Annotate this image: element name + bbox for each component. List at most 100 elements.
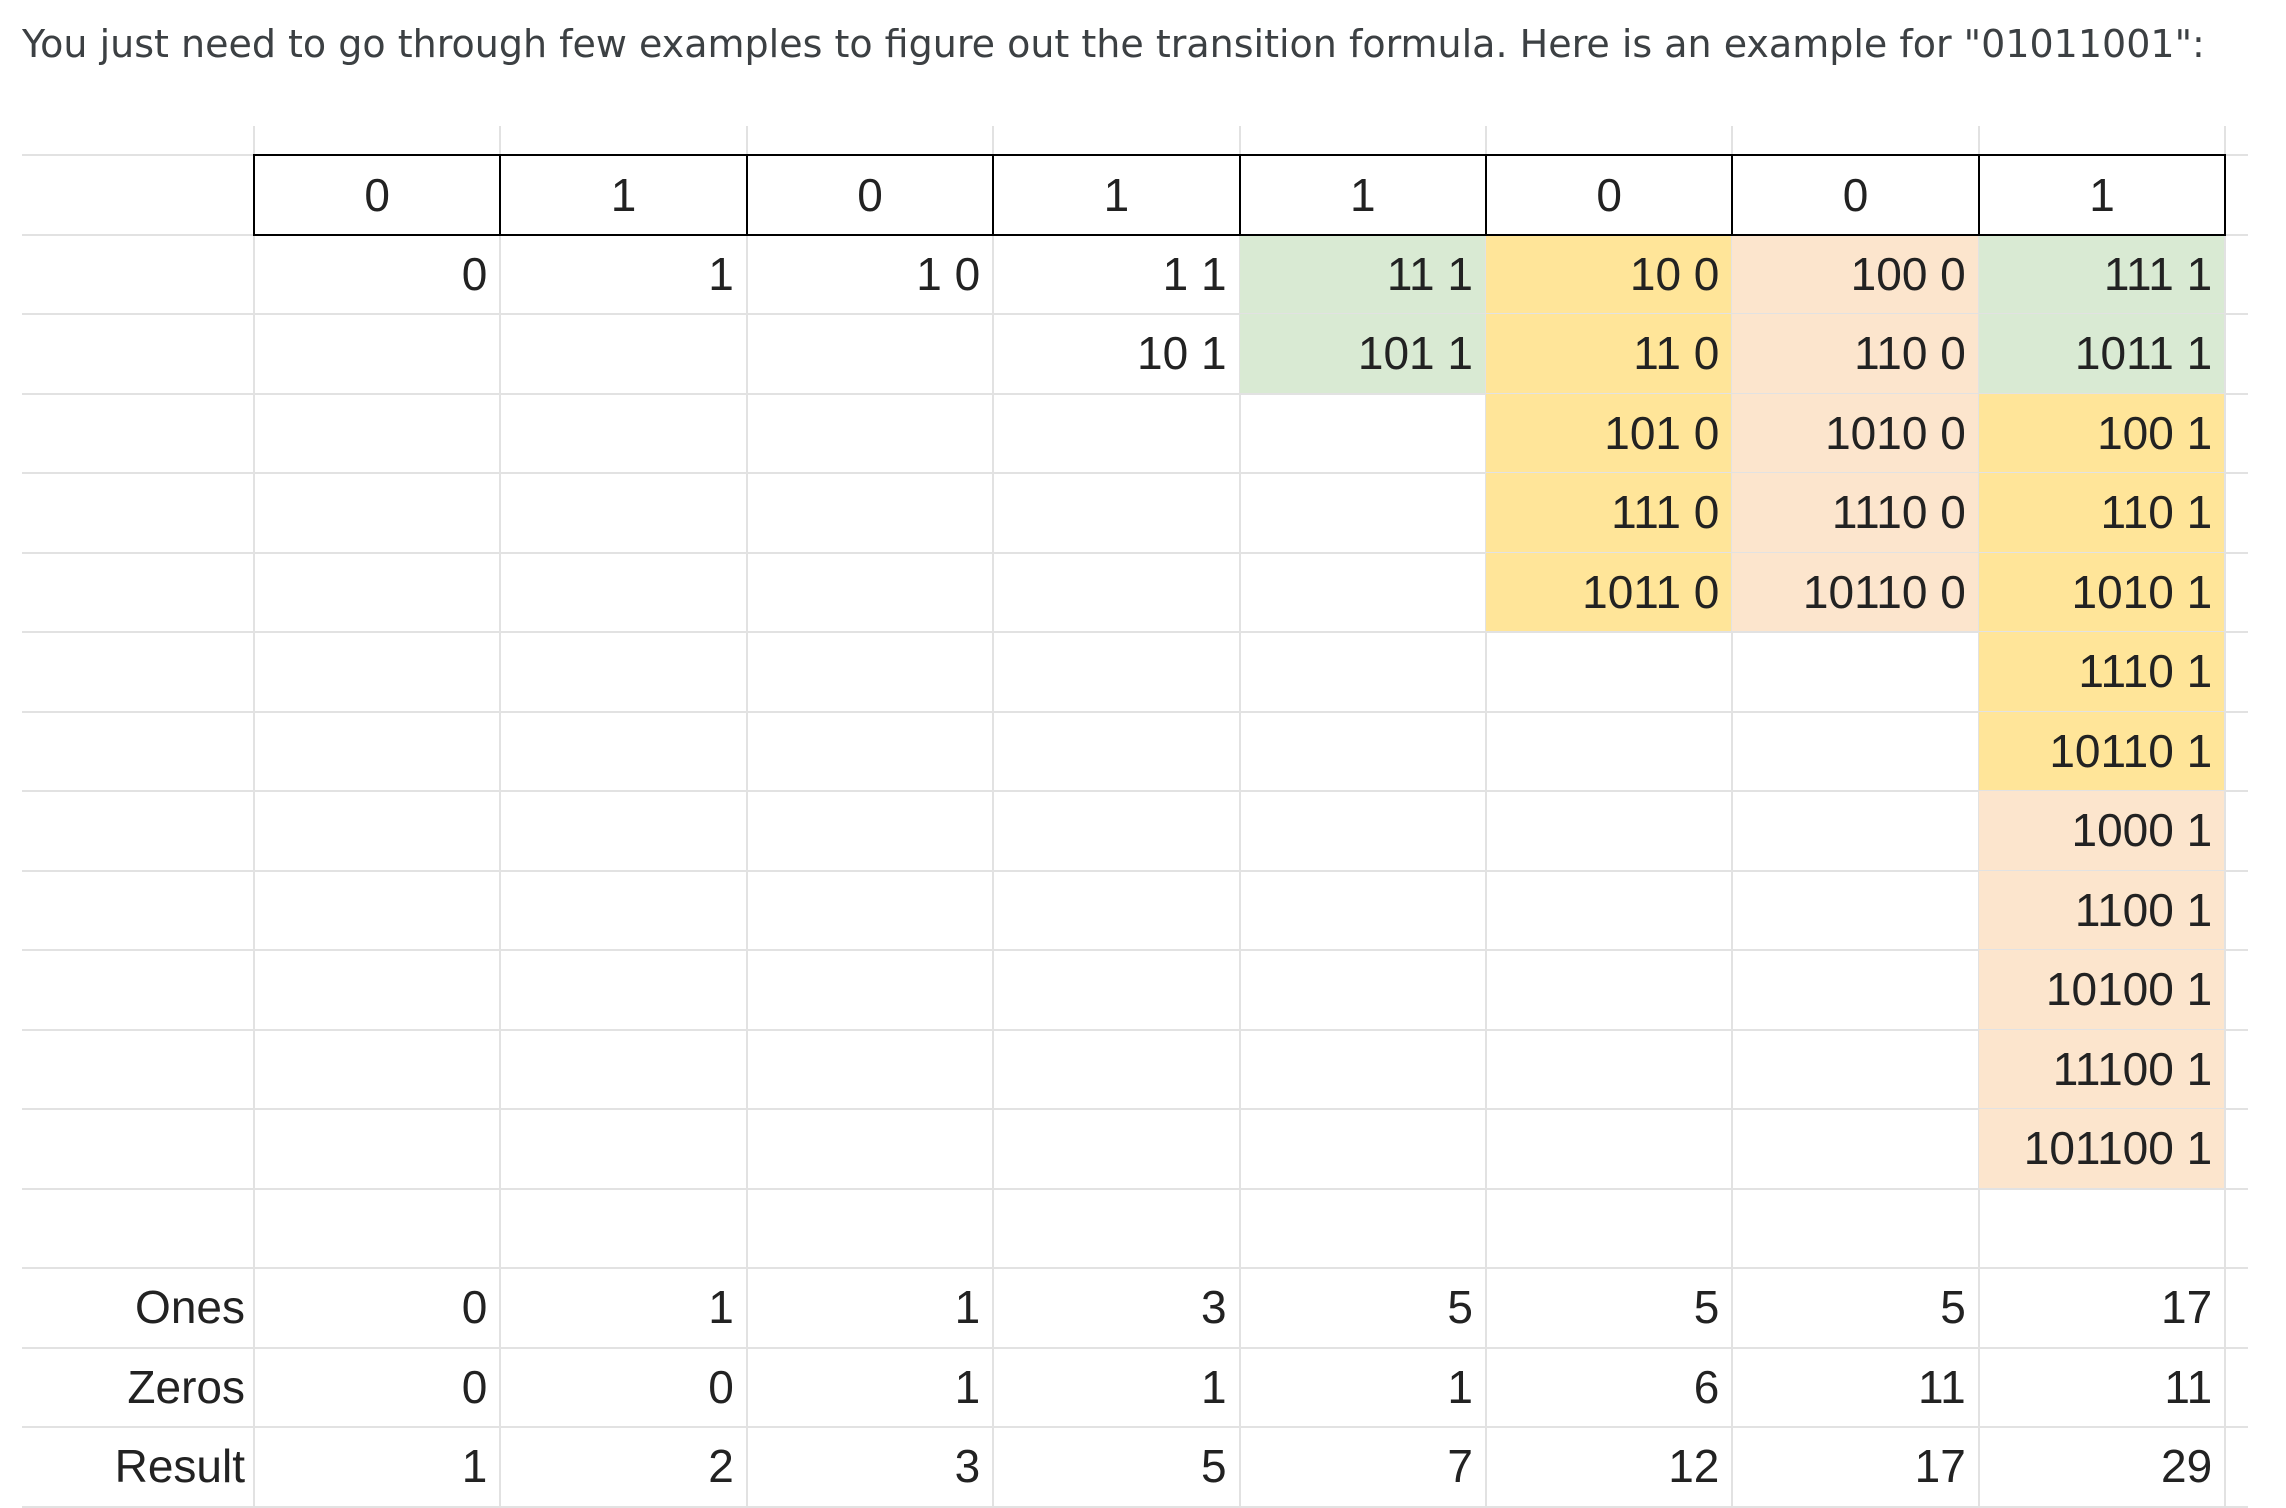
header-bit-cell: 0 (1731, 154, 1980, 236)
grid-line-vertical (992, 126, 995, 1506)
state-cell: 1110 0 (1831, 486, 1966, 539)
summary-value-ones: 1 (954, 1281, 981, 1334)
cell-fill-yellow (1978, 473, 2225, 552)
header-bit-cell: 1 (1238, 154, 1487, 236)
state-cell: 110 0 (1854, 327, 1966, 380)
summary-value-zeros: 0 (708, 1360, 734, 1413)
state-cell: 1100 1 (2074, 883, 2213, 936)
summary-value-result: 17 (1914, 1440, 1966, 1493)
summary-value-ones: 17 (2161, 1281, 2213, 1334)
grid-line-horizontal (22, 869, 2248, 872)
cell-fill-green (1239, 234, 1485, 313)
state-cell: 1010 1 (2071, 565, 2213, 618)
summary-value-zeros: 0 (461, 1360, 488, 1413)
state-cell: 100 0 (1850, 247, 1966, 300)
cell-fill-peach (1732, 393, 1978, 472)
grid-line-horizontal (22, 790, 2248, 792)
state-cell: 101 0 (1604, 406, 1720, 459)
summary-value-zeros: 11 (1918, 1360, 1966, 1413)
state-cell: 1110 1 (2078, 645, 2213, 698)
grid-line-vertical (1485, 126, 1487, 1506)
state-cell: 1011 1 (2074, 327, 2213, 380)
grid-line-vertical (2224, 126, 2227, 1506)
summary-value-ones: 5 (1940, 1281, 1966, 1334)
state-cell: 11 0 (1633, 327, 1720, 380)
grid-line-vertical (1731, 126, 1734, 1506)
state-cell: 1 0 (916, 247, 981, 300)
summary-value-result: 12 (1668, 1440, 1720, 1493)
state-cell: 1010 0 (1825, 406, 1966, 459)
state-cell: 101 1 (1357, 327, 1473, 380)
header-bit-cell: 1 (499, 154, 748, 236)
state-cell: 1000 1 (2071, 804, 2213, 857)
state-cell: 101100 1 (2023, 1122, 2213, 1175)
cell-fill-peach (1978, 950, 2225, 1029)
grid-line-horizontal (22, 313, 2248, 315)
state-cell: 10100 1 (2045, 963, 2213, 1016)
cell-fill-peach (1978, 1029, 2225, 1108)
summary-value-result: 1 (461, 1440, 488, 1493)
summary-label-result: Result (114, 1440, 245, 1493)
cell-fill-peach (1978, 791, 2225, 870)
state-cell: 10 0 (1629, 247, 1720, 300)
summary-value-ones: 3 (1200, 1281, 1227, 1334)
grid-line-horizontal (22, 631, 2248, 633)
cell-fill-yellow (1486, 234, 1732, 313)
state-cell: 0 (461, 247, 488, 300)
grid-line-vertical (745, 126, 748, 1506)
summary-value-zeros: 1 (1200, 1360, 1227, 1413)
summary-value-ones: 1 (708, 1281, 734, 1334)
state-cell: 110 1 (2100, 486, 2213, 539)
summary-value-ones: 5 (1447, 1281, 1473, 1334)
summary-value-result: 2 (708, 1440, 734, 1493)
grid-line-horizontal (22, 551, 2248, 554)
grid-line-horizontal (22, 472, 2248, 474)
state-cell: 100 1 (2097, 406, 2213, 459)
cell-fill-peach (1978, 870, 2225, 949)
summary-value-result: 7 (1447, 1440, 1473, 1493)
grid-line-horizontal (22, 1426, 2248, 1428)
summary-value-ones: 5 (1693, 1281, 1720, 1334)
summary-label-zeros: Zeros (127, 1360, 245, 1413)
summary-value-result: 29 (2161, 1440, 2213, 1493)
summary-value-ones: 0 (461, 1281, 488, 1334)
cell-fill-green (1978, 314, 2225, 393)
summary-value-result: 3 (954, 1440, 981, 1493)
state-cell: 10110 0 (1802, 565, 1966, 618)
cell-fill-yellow (1486, 473, 1732, 552)
cell-fill-peach (1732, 552, 1978, 631)
summary-value-zeros: 1 (954, 1360, 981, 1413)
cell-fill-yellow (1486, 314, 1732, 393)
cell-fill-yellow (1978, 552, 2225, 631)
state-cell: 111 1 (2103, 247, 2213, 300)
cell-fill-yellow (1978, 393, 2225, 472)
state-cell: 1 (708, 247, 734, 300)
cell-fill-peach (1732, 473, 1978, 552)
header-bit-cell: 1 (1977, 154, 2227, 236)
grid-line-horizontal (22, 1028, 2248, 1031)
grid-line-horizontal (22, 1187, 2248, 1190)
state-cell: 1 1 (1162, 247, 1227, 300)
grid-line-horizontal (22, 392, 2248, 395)
cell-fill-green (1239, 314, 1485, 393)
summary-value-zeros: 1 (1447, 1360, 1473, 1413)
grid-line-vertical (499, 126, 502, 1506)
state-cell: 11100 1 (2052, 1042, 2213, 1095)
grid-line-horizontal (22, 1267, 2248, 1269)
grid-line-vertical (1238, 126, 1241, 1506)
header-bit-cell: 0 (253, 154, 502, 236)
state-cell: 11 1 (1386, 247, 1473, 300)
cell-fill-peach (1978, 1109, 2225, 1188)
cell-fill-yellow (1978, 711, 2225, 790)
state-cell: 10110 1 (2049, 724, 2213, 777)
summary-value-zeros: 6 (1693, 1360, 1720, 1413)
summary-value-zeros: 11 (2164, 1360, 2213, 1413)
header-bit-cell: 0 (1485, 154, 1734, 236)
grid-line-vertical (253, 126, 255, 1506)
cell-fill-yellow (1486, 393, 1732, 472)
cell-fill-peach (1732, 314, 1978, 393)
state-cell: 10 1 (1137, 327, 1227, 380)
grid-line-horizontal (22, 949, 2248, 951)
cell-fill-yellow (1486, 552, 1732, 631)
